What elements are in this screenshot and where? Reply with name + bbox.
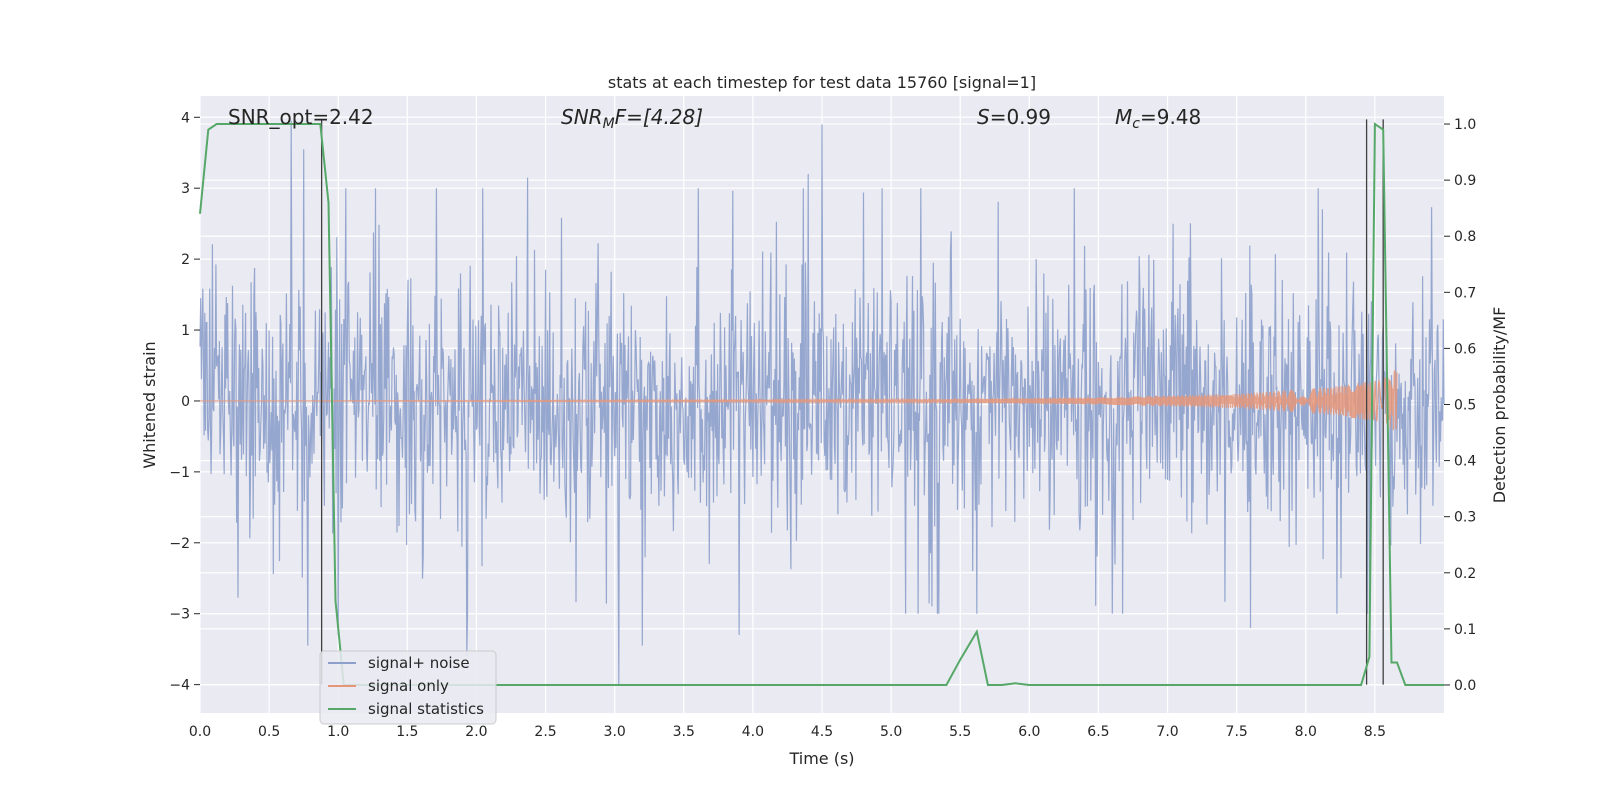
y-tick-label: 2 bbox=[181, 252, 190, 268]
x-tick-label: 4.0 bbox=[742, 724, 764, 740]
y2-tick-label: 0.5 bbox=[1454, 398, 1476, 414]
y-tick-label: −3 bbox=[169, 607, 190, 623]
y-tick-label: 3 bbox=[181, 181, 190, 197]
x-tick-label: 8.0 bbox=[1295, 724, 1317, 740]
legend-box bbox=[319, 650, 497, 725]
signal-statistics-series bbox=[199, 122, 1444, 686]
x-tick-label: 3.0 bbox=[604, 724, 626, 740]
y2-tick-label: 0.1 bbox=[1454, 622, 1476, 638]
mc-subscript: c bbox=[1132, 116, 1140, 132]
x-tick-label: 6.0 bbox=[1018, 724, 1040, 740]
y-tick-label: −2 bbox=[169, 536, 190, 552]
chart-title: stats at each timestep for test data 157… bbox=[608, 73, 1036, 92]
x-tick-label: 2.5 bbox=[534, 724, 556, 740]
noise-series bbox=[199, 120, 1445, 685]
x-tick-label: 7.0 bbox=[1156, 724, 1178, 740]
x-tick-label: 5.0 bbox=[880, 724, 902, 740]
x-tick-label: 1.0 bbox=[327, 724, 349, 740]
x-tick-label: 0.0 bbox=[189, 724, 211, 740]
x-tick-label: 4.5 bbox=[811, 724, 833, 740]
y2-tick-label: 0.0 bbox=[1454, 678, 1476, 694]
legend-label-stats: signal statistics bbox=[368, 700, 484, 718]
y2-tick-label: 0.2 bbox=[1454, 566, 1476, 582]
y2-tick-label: 0.3 bbox=[1454, 510, 1476, 526]
snr-mf-sub: M bbox=[603, 116, 615, 132]
x-tick-label: 3.5 bbox=[673, 724, 695, 740]
legend-label-signal: signal only bbox=[368, 677, 449, 695]
y2-tick-label: 0.8 bbox=[1454, 229, 1476, 245]
mc-symbol: M bbox=[1115, 105, 1132, 129]
annotation-snr-mf: SNRMF=[4.28] bbox=[561, 105, 703, 132]
y-tick-label: 1 bbox=[181, 323, 190, 339]
signal-only-line bbox=[200, 369, 1398, 431]
s-value: =0.99 bbox=[990, 105, 1051, 129]
y-axis-ticks: 4 3 2 1 0 −1 −2 −3 −4 bbox=[169, 110, 200, 694]
x-tick-label: 8.5 bbox=[1364, 724, 1386, 740]
y2-tick-label: 0.6 bbox=[1454, 341, 1476, 357]
y-tick-label: 4 bbox=[181, 110, 190, 126]
legend: signal+ noise signal only signal statist… bbox=[319, 650, 497, 725]
y2-tick-label: 0.7 bbox=[1454, 285, 1476, 301]
y2-tick-label: 0.9 bbox=[1454, 173, 1476, 189]
x-axis-ticks: 0.0 0.5 1.0 1.5 2.0 2.5 3.0 3.5 4.0 4.5 5.0 5.5 6.0 6… bbox=[189, 724, 1386, 740]
y-tick-label: −4 bbox=[169, 678, 190, 694]
annotation-mc-value: Mc=9.48 bbox=[1115, 105, 1201, 132]
y2-tick-label: 0.4 bbox=[1454, 454, 1476, 470]
legend-label-noise: signal+ noise bbox=[368, 654, 470, 672]
x-tick-label: 6.5 bbox=[1087, 724, 1109, 740]
x-tick-label: 1.5 bbox=[396, 724, 418, 740]
annotation-snr-opt: SNR_opt=2.42 bbox=[228, 105, 374, 129]
vertical-markers bbox=[320, 119, 1384, 685]
mc-value: =9.48 bbox=[1140, 105, 1201, 129]
y-axis-label: Whitened strain bbox=[140, 341, 159, 468]
signal-statistics-line bbox=[199, 122, 1444, 686]
y-tick-label: −1 bbox=[169, 465, 190, 481]
snr-mf-tail: F=[4.28] bbox=[615, 105, 703, 129]
noise-line bbox=[199, 120, 1445, 685]
x-axis-label: Time (s) bbox=[788, 749, 854, 768]
y-tick-label: 0 bbox=[181, 394, 190, 410]
y2-tick-label: 1.0 bbox=[1454, 117, 1476, 133]
snr-mf-main: SNR bbox=[561, 105, 603, 129]
x-tick-label: 2.0 bbox=[465, 724, 487, 740]
signal-only-series bbox=[200, 369, 1398, 431]
annotation-s-value: S=0.99 bbox=[977, 105, 1051, 129]
x-tick-label: 5.5 bbox=[949, 724, 971, 740]
y2-axis-ticks: 1.0 0.9 0.8 0.7 0.6 0.5 0.4 0.3 0.2 0.1 0.0 bbox=[1444, 117, 1476, 694]
x-tick-label: 7.5 bbox=[1226, 724, 1248, 740]
s-symbol: S bbox=[977, 105, 990, 129]
x-tick-label: 0.5 bbox=[258, 724, 280, 740]
y2-axis-label: Detection probability/MF bbox=[1490, 307, 1509, 504]
